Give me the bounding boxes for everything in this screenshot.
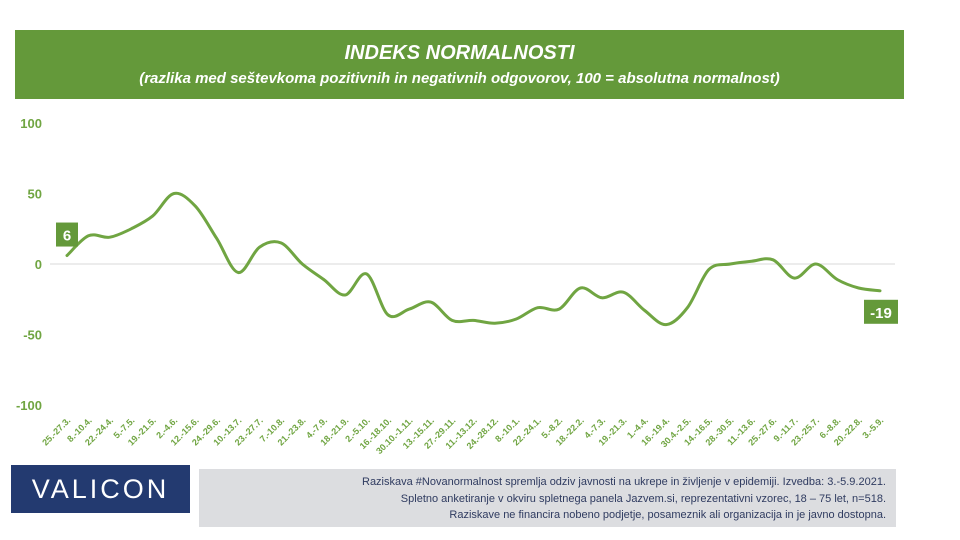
data-point bbox=[579, 286, 582, 290]
data-point bbox=[172, 192, 176, 195]
data-point bbox=[215, 237, 218, 240]
x-tick-label: 3.-5.9. bbox=[860, 415, 885, 440]
data-point bbox=[664, 323, 668, 326]
data-point bbox=[87, 234, 90, 237]
data-point bbox=[236, 271, 240, 274]
data-point bbox=[108, 236, 111, 239]
data-point bbox=[258, 245, 261, 249]
data-point bbox=[301, 262, 304, 266]
data-point bbox=[814, 262, 818, 266]
data-point bbox=[750, 259, 753, 263]
data-point bbox=[194, 204, 197, 208]
valicon-logo: VALICON bbox=[11, 465, 190, 513]
title-banner: INDEKS NORMALNOSTI (razlika med seštevko… bbox=[15, 30, 904, 99]
data-point bbox=[515, 317, 518, 321]
data-point bbox=[771, 258, 775, 261]
data-point bbox=[151, 214, 154, 218]
data-point bbox=[279, 241, 283, 245]
data-point bbox=[793, 276, 796, 280]
series-line bbox=[65, 191, 882, 327]
data-point bbox=[557, 307, 561, 311]
data-point bbox=[622, 291, 625, 294]
data-point bbox=[408, 307, 411, 311]
data-point bbox=[129, 227, 133, 230]
footer-line-3: Raziskave ne financira nobeno podjetje, … bbox=[449, 509, 886, 521]
data-point bbox=[65, 254, 69, 257]
y-tick-label: -100 bbox=[16, 398, 42, 413]
first-value-label: 6 bbox=[63, 228, 71, 245]
data-point bbox=[365, 272, 368, 276]
first-value-label-bg bbox=[56, 222, 78, 247]
y-tick-label: 50 bbox=[28, 187, 42, 202]
data-point bbox=[729, 262, 732, 266]
y-tick-label: 100 bbox=[20, 116, 42, 131]
footer-note: Raziskava #Novanormalnost spremlja odziv… bbox=[199, 469, 896, 527]
chart-subtitle: (razlika med seštevkoma pozitivnih in ne… bbox=[139, 70, 780, 87]
footer-line-2: Spletno anketiranje v okviru spletnega p… bbox=[400, 492, 886, 505]
x-tick-label: 25.-27.3. bbox=[40, 415, 72, 447]
data-point bbox=[643, 309, 646, 312]
data-point bbox=[857, 286, 860, 290]
data-point bbox=[878, 289, 882, 292]
last-value-label-bg bbox=[864, 299, 898, 324]
data-point bbox=[493, 322, 497, 325]
data-point bbox=[600, 296, 604, 300]
last-value-label: -19 bbox=[870, 305, 892, 322]
data-point bbox=[707, 268, 711, 271]
data-point bbox=[343, 293, 347, 297]
y-tick-label: -50 bbox=[23, 328, 42, 343]
data-point bbox=[472, 319, 475, 322]
data-point bbox=[536, 306, 539, 309]
data-point bbox=[429, 300, 432, 304]
data-point bbox=[322, 278, 325, 281]
data-point bbox=[686, 306, 689, 309]
data-point bbox=[386, 313, 390, 316]
chart-title: INDEKS NORMALNOSTI bbox=[344, 42, 575, 64]
data-point bbox=[836, 278, 839, 281]
footer-line-1: Raziskava #Novanormalnost spremlja odziv… bbox=[362, 476, 886, 488]
y-tick-label: 0 bbox=[35, 257, 42, 272]
data-point bbox=[450, 319, 454, 322]
